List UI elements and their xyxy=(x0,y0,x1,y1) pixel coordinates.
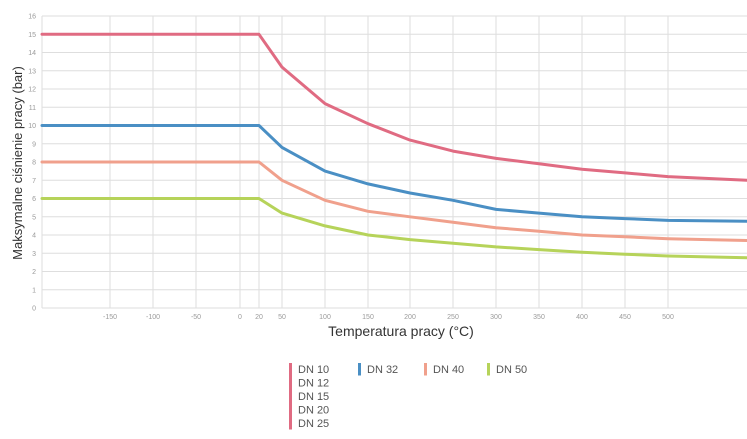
y-tick-label: 2 xyxy=(32,269,36,276)
legend-label: DN 10 xyxy=(298,364,329,376)
x-tick-label: 250 xyxy=(447,314,459,321)
y-tick-label: 14 xyxy=(28,50,36,57)
x-tick-label: 400 xyxy=(576,314,588,321)
y-axis-title: Maksymalne ciśnienie pracy (bar) xyxy=(10,66,25,260)
series-lines xyxy=(40,32,747,260)
legend-label: DN 40 xyxy=(433,364,464,376)
y-tick-label: 13 xyxy=(28,68,36,75)
y-tick-label: 7 xyxy=(32,178,36,185)
legend-swatch-0 xyxy=(289,363,292,430)
legend-swatch-3 xyxy=(487,363,490,376)
x-tick-label: 500 xyxy=(662,314,674,321)
x-tick-label: -100 xyxy=(146,314,160,321)
series-line-2 xyxy=(40,160,747,242)
y-tick-label: 6 xyxy=(32,196,36,203)
y-tick-label: 3 xyxy=(32,251,36,258)
y-tick-label: 5 xyxy=(32,214,36,221)
x-tick-label: 350 xyxy=(533,314,545,321)
x-tick-label: 150 xyxy=(362,314,374,321)
y-tick-label: 0 xyxy=(32,306,36,313)
legend-label: DN 12 xyxy=(298,378,329,390)
legend-label: DN 32 xyxy=(367,364,398,376)
x-tick-label: 0 xyxy=(238,314,242,321)
y-tick-label: 9 xyxy=(32,141,36,148)
y-tick-label: 1 xyxy=(32,287,36,294)
y-tick-label: 8 xyxy=(32,160,36,167)
x-tick-label: 20 xyxy=(255,314,263,321)
series-line-3 xyxy=(40,197,747,260)
y-tick-label: 10 xyxy=(28,123,36,130)
y-tick-label: 11 xyxy=(29,105,36,112)
x-tick-label: 100 xyxy=(319,314,331,321)
x-tick-label: 300 xyxy=(490,314,502,321)
y-tick-label: 16 xyxy=(28,14,36,21)
x-tick-label: -50 xyxy=(191,314,201,321)
legend-label: DN 25 xyxy=(298,418,329,430)
legend-label: DN 15 xyxy=(298,391,329,403)
series-line-0 xyxy=(40,32,747,182)
legend-label: DN 50 xyxy=(496,364,527,376)
legend-label: DN 20 xyxy=(298,405,329,417)
series-line-1 xyxy=(40,124,747,223)
y-tick-label: 4 xyxy=(32,233,36,240)
y-tick-label: 12 xyxy=(28,87,36,94)
x-tick-label: 200 xyxy=(404,314,416,321)
x-tick-label: -150 xyxy=(103,314,117,321)
y-tick-label: 15 xyxy=(28,32,36,39)
legend-swatch-1 xyxy=(358,363,361,376)
legend-swatch-2 xyxy=(424,363,427,376)
x-tick-label: 450 xyxy=(619,314,631,321)
x-axis-title: Temperatura pracy (°C) xyxy=(328,323,474,339)
x-tick-label: 50 xyxy=(278,314,286,321)
